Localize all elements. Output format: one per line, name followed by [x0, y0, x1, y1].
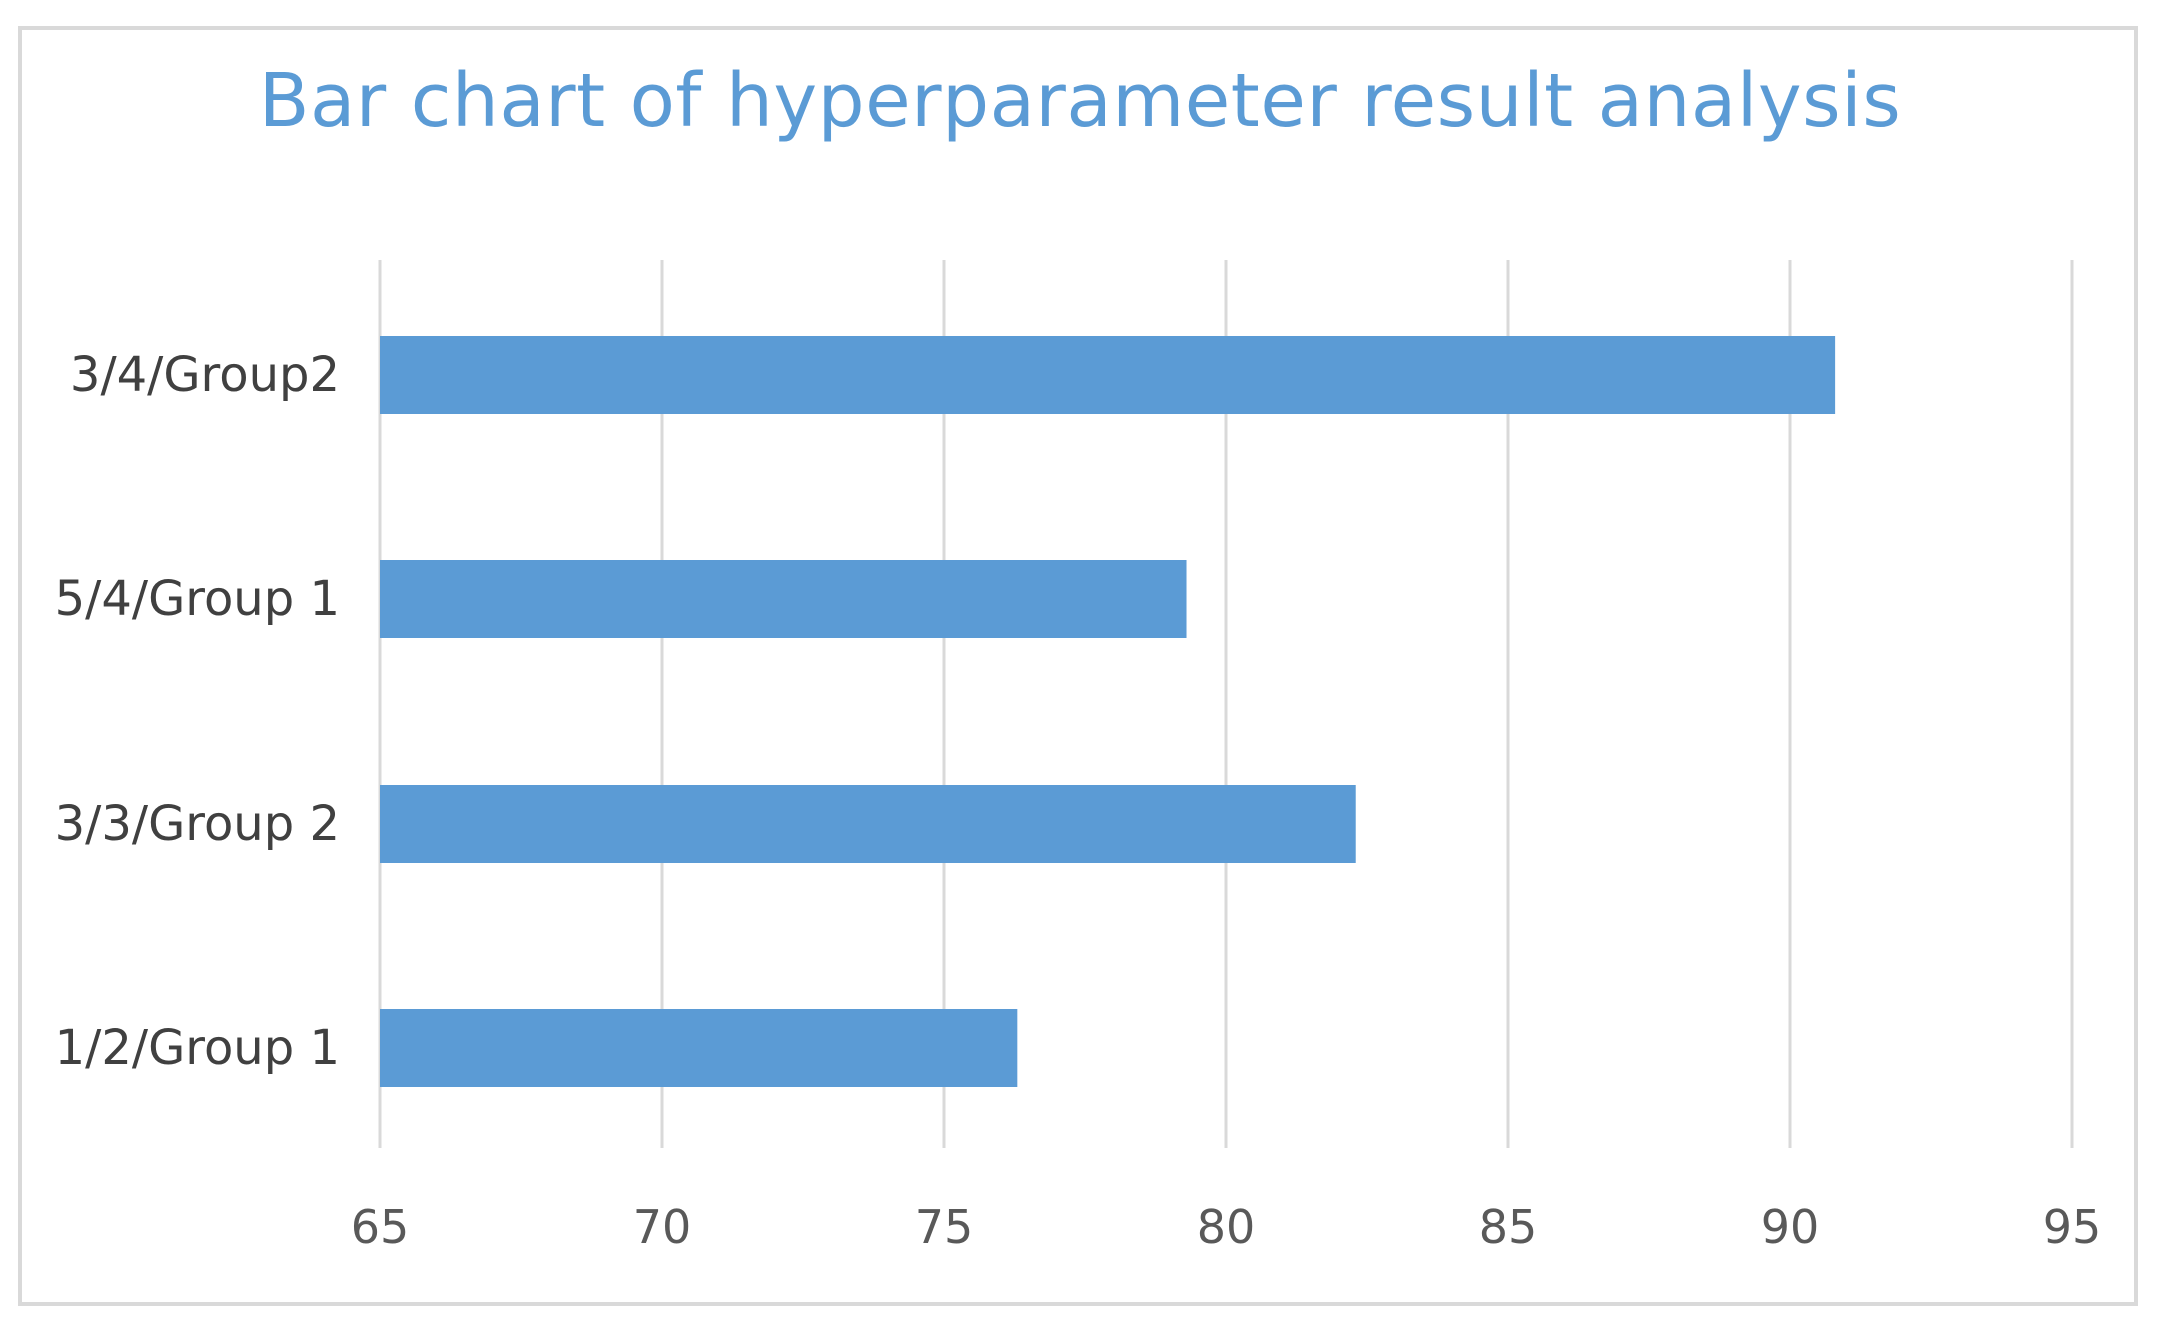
chart-title: Bar chart of hyperparameter result analy… — [258, 58, 1902, 144]
x-tick-label: 90 — [1761, 1200, 1820, 1254]
bar — [380, 336, 1836, 414]
x-axis-ticks: 65 70 75 80 85 90 95 — [351, 1200, 2102, 1254]
category-label: 3/3/Group 2 — [55, 796, 340, 852]
x-tick-label: 95 — [2043, 1200, 2102, 1254]
bar — [380, 560, 1187, 638]
x-tick-label: 70 — [633, 1200, 692, 1254]
x-tick-label: 85 — [1479, 1200, 1538, 1254]
x-tick-label: 65 — [351, 1200, 410, 1254]
bars — [380, 336, 1836, 1087]
category-label: 5/4/Group 1 — [55, 571, 340, 627]
bar — [380, 785, 1356, 863]
x-tick-label: 75 — [915, 1200, 974, 1254]
chart-frame — [18, 26, 2138, 1306]
x-tick-label: 80 — [1197, 1200, 1256, 1254]
bar — [380, 1009, 1018, 1087]
category-label: 1/2/Group 1 — [55, 1020, 340, 1076]
y-axis-categories: 3/4/Group2 5/4/Group 1 3/3/Group 2 1/2/Grou… — [55, 347, 340, 1076]
category-label: 3/4/Group2 — [70, 347, 340, 403]
